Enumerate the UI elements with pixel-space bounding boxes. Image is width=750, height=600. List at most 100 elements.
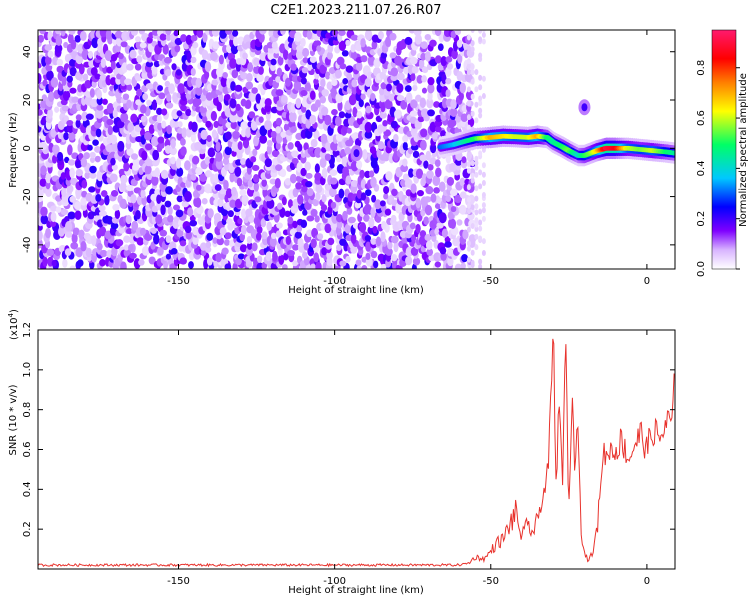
spectrogram-noise-cell: [383, 193, 389, 200]
spectrogram-noise-cell: [151, 135, 159, 147]
spectrogram-noise-cell: [240, 120, 249, 130]
spectrogram-noise-cell: [300, 167, 307, 177]
spectrogram-noise-cell: [81, 190, 88, 198]
spectrogram-noise-cell: [39, 141, 48, 151]
spectrogram-noise-cell: [64, 248, 72, 257]
spectrogram-noise-cell: [466, 167, 471, 174]
spectrogram-noise-cell: [415, 197, 421, 209]
spectrogram-noise-cell: [258, 66, 264, 75]
snr-x-axis-label: Height of straight line (km): [288, 585, 424, 596]
spectrogram-noise-cell: [330, 222, 338, 231]
spectrogram-noise-cell: [72, 227, 80, 236]
spectrogram-noise-cell: [389, 32, 397, 41]
spectrogram-noise-cell: [94, 155, 101, 163]
spectrogram-noise-cell: [338, 188, 345, 199]
spectrogram-noise-cell: [171, 63, 177, 71]
spectrogram-noise-cell: [378, 87, 385, 96]
spectrogram-noise-cell: [346, 207, 353, 215]
spectrogram-noise-cell: [150, 193, 158, 202]
spectrogram-noise-cell: [118, 168, 126, 176]
spectrogram-noise-cell: [445, 195, 452, 203]
spectrogram-noise-cell: [61, 75, 67, 86]
spectrogram-noise-cell: [474, 68, 479, 75]
spectrogram-noise-cell: [466, 184, 471, 191]
spectrogram-noise-cell: [202, 32, 208, 43]
spectrogram-noise-cell: [232, 30, 239, 37]
spectrogram-noise-cell: [212, 237, 218, 244]
spectrogram-noise-cell: [68, 30, 76, 35]
spectrogram-noise-cell: [345, 175, 352, 185]
spectrogram-noise-cell: [331, 86, 337, 97]
y-tick-label: -40: [22, 237, 33, 253]
spectrogram-noise-cell: [382, 150, 390, 162]
spectrogram-noise-cell: [190, 34, 198, 42]
spectrogram-noise-cell: [438, 181, 446, 192]
spectrogram-noise-cell: [164, 200, 172, 208]
spectrogram-noise-cell: [75, 187, 83, 198]
spectrogram-noise-cell: [120, 112, 129, 123]
spectrogram-noise-cell: [253, 181, 260, 192]
spectrogram-noise-cell: [434, 55, 442, 64]
spectrogram-noise-cell: [90, 67, 98, 76]
spectrogram-noise-cell: [304, 82, 311, 92]
spectrogram-noise-cell: [356, 265, 362, 269]
spectrogram-noise-cell: [315, 261, 322, 269]
spectrogram-noise-cell: [176, 167, 184, 177]
spectrogram-noise-cell: [156, 107, 163, 116]
spectrogram-noise-cell: [404, 178, 413, 189]
spectrogram-noise-cell: [361, 265, 368, 269]
spectrogram-noise-cell: [359, 169, 365, 179]
spectrogram-noise-cell: [434, 261, 442, 268]
spectrogram-noise-cell: [481, 191, 486, 198]
spectrogram-noise-cell: [216, 101, 222, 112]
spectrogram-noise-cell: [247, 62, 254, 73]
spectrogram-noise-cell: [391, 188, 398, 197]
spectrogram-noise-cell: [365, 105, 372, 114]
spectrogram-noise-cell: [185, 108, 192, 117]
spectrogram-noise-cell: [47, 50, 54, 58]
spectrogram-noise-cell: [196, 30, 204, 39]
spectrogram-noise-cell: [215, 252, 222, 263]
spectrogram-noise-cell: [153, 233, 160, 245]
spectrogram-noise-cell: [259, 135, 268, 144]
spectrogram-noise-cell: [370, 238, 377, 245]
spectrogram-noise-cell: [126, 147, 134, 157]
spectrogram-noise-cell: [83, 152, 91, 160]
spectrogram-noise-cell: [474, 233, 479, 240]
spectrogram-noise-cell: [141, 150, 148, 161]
spectrogram-noise-cell: [282, 49, 289, 61]
spectrogram-noise-cell: [185, 34, 193, 45]
spectrogram-noise-cell: [84, 79, 92, 89]
spectrogram-noise-cell: [74, 34, 81, 43]
spectrogram-noise-cell: [151, 65, 158, 75]
spectrogram-noise-cell: [415, 223, 421, 234]
spectrogram-noise-cell: [229, 172, 235, 183]
spectrogram-noise-cell: [426, 97, 434, 109]
spectrogram-noise-cell: [334, 69, 342, 79]
spectrogram-noise-cell: [256, 255, 263, 263]
spectrogram-noise-cell: [419, 230, 427, 238]
spectrogram-noise-cell: [395, 202, 402, 214]
spectrogram-noise-cell: [284, 178, 292, 186]
x-tick-label: -150: [167, 276, 190, 287]
spectrogram-noise-cell: [128, 244, 134, 251]
spectrogram-noise-cell: [251, 87, 258, 94]
spectrogram-noise-cell: [138, 259, 145, 266]
spectrogram-noise-cell: [206, 257, 213, 266]
spectrogram-noise-cell: [355, 160, 363, 170]
spectrogram-noise-cell: [288, 120, 296, 128]
spectrogram-noise-cell: [470, 249, 475, 256]
spectrogram-noise-cell: [42, 256, 48, 267]
spectrogram-noise-cell: [341, 155, 348, 167]
spectrogram-noise-cell: [350, 34, 359, 41]
spectrogram-noise-cell: [277, 55, 284, 66]
spectrogram-noise-cell: [264, 98, 272, 107]
spectrogram-noise-cell: [425, 240, 433, 250]
spectrogram-noise-cell: [165, 253, 172, 260]
spectrogram-noise-cell: [390, 120, 398, 129]
spectrogram-noise-cell: [421, 87, 427, 94]
spectrogram-noise-cell: [396, 83, 404, 94]
spectrogram-noise-cell: [478, 36, 483, 43]
spectrogram-noise-cell: [211, 129, 218, 139]
spectrogram-noise-cell: [282, 264, 288, 269]
